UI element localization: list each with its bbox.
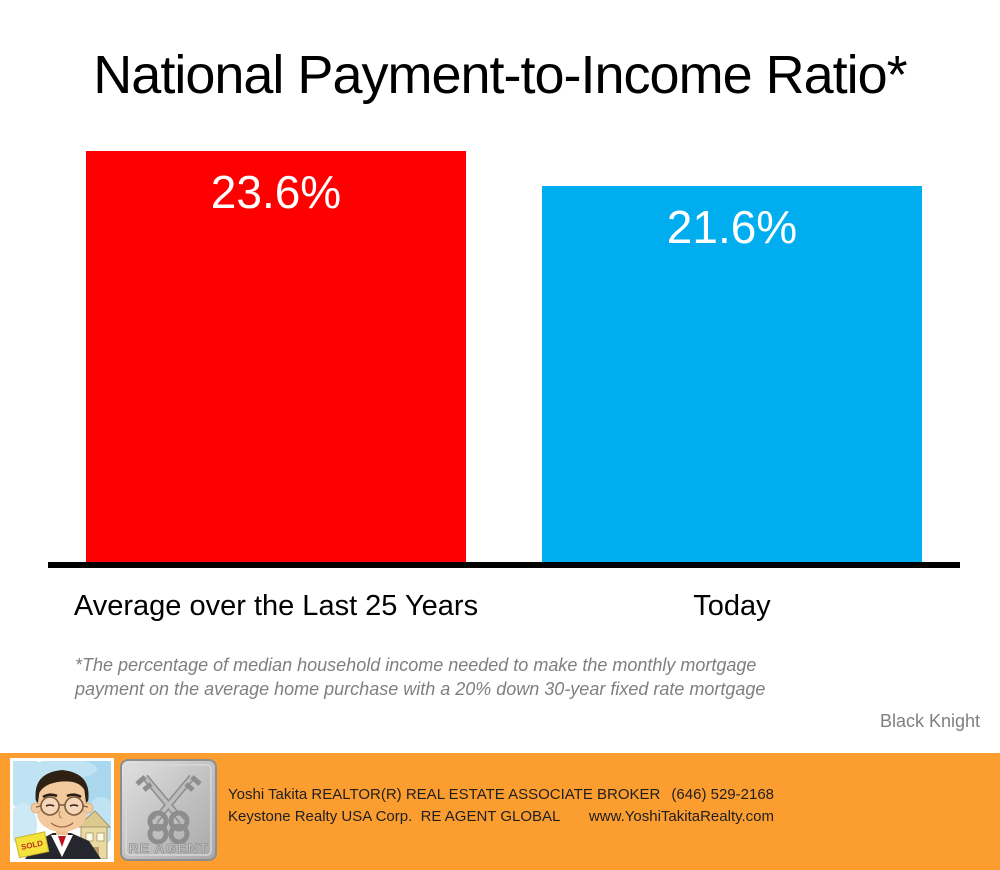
- agent-caricature-image: SOLD: [13, 761, 111, 859]
- footer-banner: SOLD: [0, 753, 1000, 870]
- agent-company: Keystone Realty USA Corp. RE AGENT GLOBA…: [228, 808, 561, 825]
- category-label-average: Average over the Last 25 Years: [73, 590, 479, 622]
- footnote: *The percentage of median household inco…: [75, 653, 795, 701]
- bar-value-label-today: 21.6%: [666, 201, 798, 253]
- bar-chart: 23.6% 21.6%: [0, 151, 1000, 562]
- source-attribution: Black Knight: [879, 711, 980, 731]
- bar-today: 21.6%: [542, 186, 922, 562]
- x-axis-line: [48, 562, 960, 568]
- chart-title: National Payment-to-Income Ratio*: [93, 45, 907, 105]
- bar-value-label-average: 23.6%: [210, 166, 342, 218]
- agent-portrait: SOLD: [10, 758, 114, 862]
- agent-name-title: Yoshi Takita REALTOR(R) REAL ESTATE ASSO…: [228, 786, 661, 803]
- footnote-line-1: *The percentage of median household inco…: [75, 655, 757, 675]
- category-label-today: Today: [693, 590, 771, 622]
- agent-website: www.YoshiTakitaRealty.com: [588, 808, 774, 825]
- agent-phone: (646) 529-2168: [671, 786, 774, 803]
- contact-row-1: Yoshi Takita REALTOR(R) REAL ESTATE ASSO…: [228, 784, 774, 806]
- bar-average-25-years: 23.6%: [86, 151, 466, 562]
- logo-text: RE AGENT: [129, 840, 209, 856]
- re-agent-logo: RE AGENT: [120, 759, 217, 861]
- agent-contact-block: Yoshi Takita REALTOR(R) REAL ESTATE ASSO…: [228, 784, 774, 828]
- footnote-line-2: payment on the average home purchase wit…: [75, 679, 766, 699]
- crossed-keys-icon: RE AGENT: [120, 759, 217, 861]
- contact-row-2: Keystone Realty USA Corp. RE AGENT GLOBA…: [228, 806, 774, 828]
